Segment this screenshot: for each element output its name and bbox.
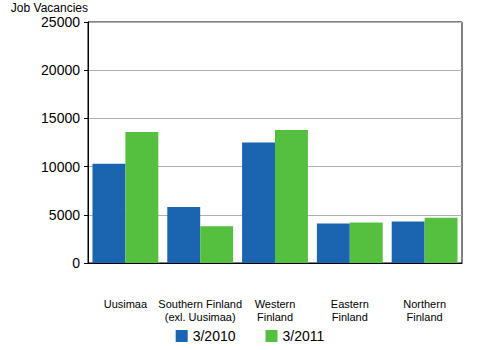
- svg-text:Uusimaa: Uusimaa: [104, 298, 148, 310]
- svg-text:Finland: Finland: [407, 311, 443, 323]
- svg-text:0: 0: [72, 255, 80, 271]
- svg-text:Northern: Northern: [403, 298, 446, 310]
- svg-text:Finland: Finland: [257, 311, 293, 323]
- svg-text:Western: Western: [255, 298, 296, 310]
- svg-text:(exl. Uusimaa): (exl. Uusimaa): [165, 311, 236, 323]
- svg-text:3/2011: 3/2011: [283, 328, 325, 344]
- svg-text:15000: 15000: [41, 110, 80, 126]
- svg-text:3/2010: 3/2010: [193, 328, 236, 344]
- svg-text:10000: 10000: [41, 159, 80, 175]
- svg-text:5000: 5000: [49, 207, 80, 223]
- svg-text:25000: 25000: [41, 14, 80, 30]
- svg-text:Finland: Finland: [332, 311, 368, 323]
- svg-text:20000: 20000: [41, 62, 80, 78]
- svg-text:Eastern: Eastern: [331, 298, 369, 310]
- svg-text:Job Vacancies: Job Vacancies: [11, 1, 88, 15]
- svg-text:Southern Finland: Southern Finland: [158, 298, 242, 310]
